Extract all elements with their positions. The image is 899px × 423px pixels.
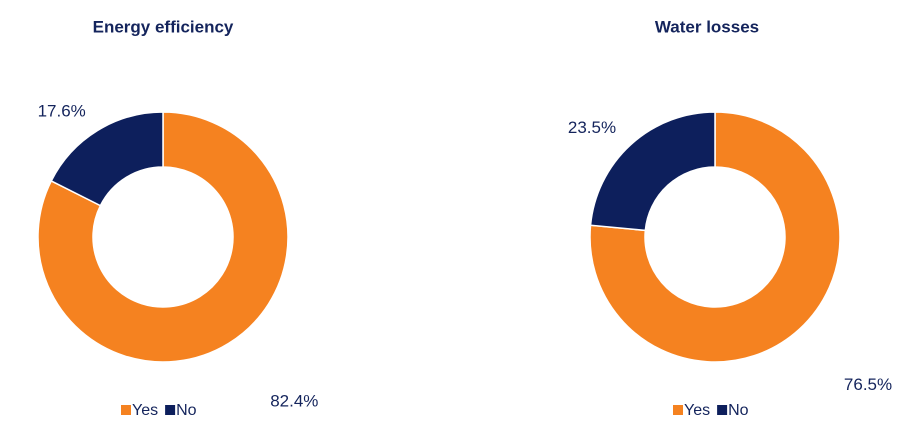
legend-label: Yes [684, 402, 710, 419]
data-label: 23.5% [568, 118, 616, 137]
data-label: 17.6% [38, 101, 86, 120]
legend-label: No [728, 402, 749, 419]
data-label: 82.4% [270, 392, 318, 411]
donut-slice [589, 111, 841, 363]
pie-chart: Water losses 76.5% 23.5% Yes No [568, 17, 892, 419]
donut-slice [50, 111, 164, 207]
donut-slice [589, 111, 716, 232]
legend-swatch [673, 405, 683, 415]
chart-title: Water losses [655, 17, 759, 36]
pie-chart: Energy efficiency 82.4% 17.6% Yes No [37, 17, 318, 419]
legend-swatch [121, 405, 131, 415]
legend-label: No [176, 402, 197, 419]
data-label: 76.5% [844, 375, 892, 394]
legend-label: Yes [132, 402, 158, 419]
legend-swatch [165, 405, 176, 415]
legend-swatch [717, 405, 728, 415]
chart-title: Energy efficiency [93, 17, 234, 36]
donut-slice [37, 111, 289, 363]
